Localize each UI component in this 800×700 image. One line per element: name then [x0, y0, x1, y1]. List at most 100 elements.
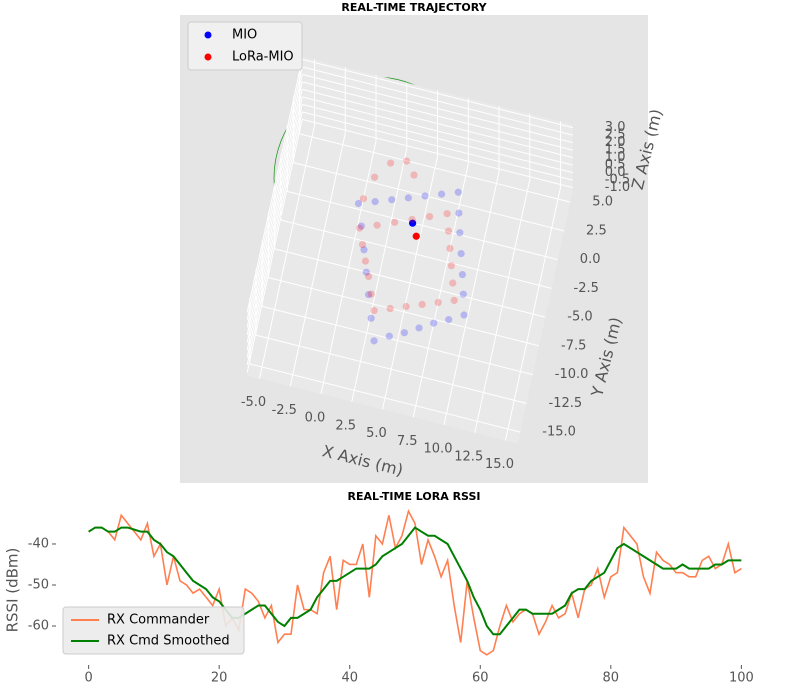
grid-line: [246, 59, 303, 313]
trajectory-point: [445, 316, 453, 324]
y-tick-label: -7.5: [561, 338, 586, 353]
y-tick-label: -5.0: [567, 310, 592, 325]
x-tick-label: 40: [341, 671, 358, 686]
y-tick-label: 5.0: [592, 195, 613, 210]
trajectory-point: [373, 221, 381, 229]
legend-box: [187, 21, 303, 71]
trajectory-point: [357, 222, 365, 230]
grid-line: [246, 81, 303, 336]
y-tick-label: -40: [28, 536, 49, 551]
x-tick-label: 20: [211, 671, 228, 686]
grid-line: [302, 96, 573, 166]
grid-line: [246, 66, 303, 321]
trajectory-point: [370, 306, 378, 315]
trajectory-point: [455, 209, 463, 217]
trajectory-point: [361, 257, 370, 265]
legend-marker: [204, 53, 212, 61]
y-tick-label: 0.0: [580, 252, 601, 267]
trajectory-point: [367, 290, 375, 298]
z-tick-label: 2.5: [605, 128, 626, 143]
trajectory-point: [360, 246, 368, 254]
trajectory-point: [412, 232, 420, 240]
trajectory-point: [446, 244, 454, 252]
grid-line: [246, 89, 303, 343]
series-line: [88, 526, 742, 636]
y-tick-label: -2.5: [574, 281, 599, 296]
x-tick-label: 10.0: [424, 442, 453, 457]
trajectory-point: [385, 332, 393, 340]
trajectory-point: [408, 215, 416, 224]
trajectory-point: [456, 229, 464, 237]
legend-label: MIO: [232, 28, 257, 43]
trajectory-point: [365, 272, 373, 280]
trajectory-point: [386, 304, 394, 313]
trajectory-point: [358, 240, 367, 249]
trajectory-point: [400, 329, 408, 337]
trajectory-point: [403, 157, 411, 165]
trajectory-point: [458, 270, 467, 279]
trajectory-point: [426, 212, 434, 221]
grid-line: [268, 277, 540, 347]
trajectory-point: [443, 210, 451, 218]
legend-label: RX Commander: [107, 613, 210, 628]
trajectory-point: [415, 324, 423, 332]
trajectory-point: [387, 159, 395, 167]
y-tick-label: -60: [28, 619, 49, 634]
z-tick-label: 0.5: [605, 158, 626, 173]
legend-marker: [204, 31, 212, 39]
trajectory-point: [359, 195, 368, 203]
grid-line: [249, 363, 521, 433]
trajectory-point: [410, 171, 418, 179]
z-tick-label: 3.0: [605, 120, 626, 135]
grid-line: [302, 66, 573, 136]
trajectory-point: [367, 314, 375, 322]
trajectory-point: [364, 290, 373, 299]
y-tick-label: -12.5: [549, 396, 583, 411]
x-tick-label: 7.5: [397, 434, 418, 449]
z-tick-label: 2.0: [605, 135, 626, 150]
x-tick-label: 12.5: [454, 449, 483, 464]
trajectory-point: [356, 224, 364, 232]
y-axis-label: RSSI (dBm): [4, 548, 22, 633]
grid-line: [246, 119, 303, 373]
trajectory-point: [421, 192, 429, 200]
chart-title: REAL-TIME TRAJECTORY: [341, 1, 487, 14]
grid-line: [246, 104, 303, 358]
z-tick-label: -0.5: [605, 173, 630, 188]
grid-line: [299, 133, 571, 203]
grid-line: [246, 96, 303, 351]
y-tick-label: -10.0: [555, 367, 589, 382]
trajectory-point: [388, 196, 396, 204]
y-tick-label: -15.0: [542, 425, 576, 440]
grid-line: [302, 118, 573, 189]
x-tick-label: 0.0: [305, 411, 326, 426]
grid-line: [262, 305, 533, 376]
z-tick-label: 1.0: [605, 150, 626, 165]
trajectory-point: [409, 219, 417, 227]
trajectory-point: [447, 262, 455, 270]
grid-line: [246, 74, 303, 328]
trajectory-point: [459, 290, 467, 298]
grid-line: [302, 88, 573, 159]
x-tick-label: 60: [472, 671, 489, 686]
series-line: [88, 508, 742, 656]
legend-box: [62, 606, 245, 655]
x-tick-label: -5.0: [241, 395, 266, 410]
z-tick-label: 1.5: [605, 143, 626, 158]
x-tick-label: 2.5: [335, 418, 356, 433]
grid-line: [255, 334, 527, 404]
grid-line: [274, 248, 546, 318]
y-tick-label: -50: [28, 578, 49, 593]
grid-line: [302, 103, 573, 174]
trajectory-point: [370, 173, 379, 181]
grid-line: [302, 58, 573, 129]
trajectory-point: [371, 198, 379, 206]
z-tick-label: 0.0: [605, 165, 626, 180]
trajectory-point: [362, 268, 370, 276]
trajectory-point: [404, 194, 412, 202]
grid-line: [302, 81, 573, 151]
trajectory-point: [402, 302, 410, 311]
x-tick-label: 80: [603, 671, 620, 686]
